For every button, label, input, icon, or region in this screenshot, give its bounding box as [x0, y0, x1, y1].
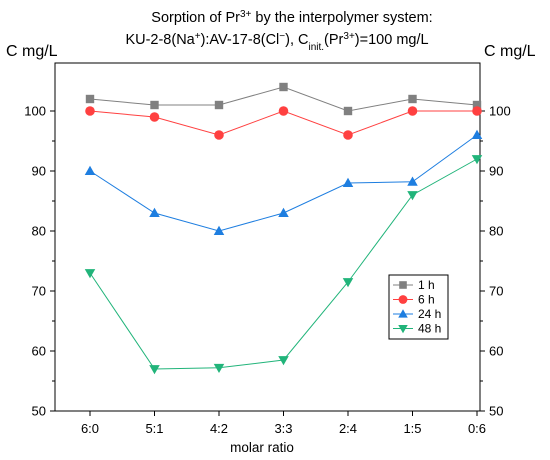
legend-marker — [399, 281, 407, 289]
series-3 — [84, 129, 483, 235]
data-point — [407, 191, 418, 201]
title-line-2-part: ), C — [285, 32, 308, 48]
series-1 — [85, 82, 482, 116]
legend-label: 24 h — [418, 307, 441, 321]
title-line-2-part: (Pr — [324, 32, 344, 48]
legend-label: 1 h — [418, 278, 435, 292]
y-axis-title-left: C mg/L — [6, 43, 58, 60]
legend-label: 48 h — [418, 322, 441, 336]
axes: 50 50 60 60 70 70 80 80 90 90 100 100 6:0 5:1 4:2 3:3 2:… — [24, 104, 510, 437]
plot-frame — [54, 62, 481, 412]
legend-marker — [398, 324, 408, 334]
data-point — [472, 106, 482, 116]
x-tick-label: 2:4 — [339, 421, 357, 436]
data-point — [213, 363, 225, 374]
title-line-2-part: init. — [308, 42, 324, 53]
x-tick-label: 3:3 — [274, 421, 292, 436]
chart-title-line-1: Sorption of Pr3+ by the interpolymer sys… — [151, 9, 432, 27]
legend-label: 6 h — [418, 293, 435, 307]
x-tick-label: 4:2 — [210, 421, 228, 436]
y-tick-label-right: 70 — [489, 284, 503, 299]
data-point — [342, 177, 354, 187]
data-point — [150, 100, 159, 110]
data-point — [408, 94, 417, 104]
x-tick-label: 1:5 — [403, 421, 421, 436]
y-tick-label-right: 60 — [489, 344, 503, 359]
title-line-1-part: by the interpolymer system: — [251, 10, 432, 26]
legend-item: 48 h — [393, 322, 441, 336]
legend-item: 1 h — [393, 278, 435, 292]
data-point — [278, 207, 289, 217]
series-4 — [84, 155, 483, 375]
series-layer — [84, 82, 483, 375]
data-point — [343, 106, 353, 116]
x-tick-label: 5:1 — [145, 421, 163, 436]
title-line-2-part: )=100 mg/L — [355, 32, 429, 48]
data-point — [84, 165, 96, 175]
legend-item: 6 h — [393, 293, 435, 307]
legend-item: 24 h — [393, 307, 441, 321]
title-line-2-part: − — [279, 31, 285, 42]
legend: 1 h6 h24 h48 h — [388, 274, 449, 340]
chart-title-line-2: KU-2-8(Na+):AV-17-8(Cl−), Cinit.(Pr3+)=1… — [125, 31, 428, 53]
data-point — [214, 130, 224, 140]
data-point — [85, 106, 95, 116]
data-point — [149, 112, 160, 122]
data-point — [278, 356, 289, 366]
y-tick-label-left: 90 — [32, 164, 46, 179]
y-tick-label-left: 80 — [32, 224, 46, 239]
title-line-1-part: 3+ — [240, 9, 252, 20]
y-tick-label-left: 100 — [24, 104, 46, 119]
y-tick-label-right: 50 — [489, 404, 503, 419]
data-point — [471, 155, 483, 165]
x-tick-label: 0:6 — [468, 421, 486, 436]
legend-marker — [398, 295, 408, 304]
data-point — [407, 176, 418, 186]
y-tick-label-right: 90 — [489, 164, 503, 179]
data-point — [84, 269, 96, 279]
data-point — [407, 106, 418, 116]
data-point — [278, 106, 289, 116]
x-tick-label: 6:0 — [81, 421, 99, 436]
y-tick-label-right: 100 — [489, 104, 511, 119]
data-point — [85, 94, 95, 104]
title-line-2-part: ):AV-17-8(Cl — [201, 32, 280, 48]
data-point — [472, 100, 482, 110]
y-tick-label-left: 50 — [32, 404, 46, 419]
legend-marker — [398, 309, 408, 318]
data-point — [471, 129, 483, 139]
data-point — [213, 225, 225, 235]
title-line-2-part: + — [195, 31, 201, 42]
y-axis-title-right: C mg/L — [484, 43, 536, 60]
x-axis-title: molar ratio — [230, 440, 294, 455]
title-line-2-part: 3+ — [343, 31, 355, 42]
series-2 — [85, 106, 482, 140]
title-line-1-part: Sorption of Pr — [151, 10, 240, 26]
y-tick-label-left: 70 — [32, 284, 46, 299]
data-point — [343, 130, 353, 140]
data-point — [279, 82, 288, 92]
data-point — [149, 365, 160, 375]
title-line-2-part: KU-2-8(Na — [125, 32, 195, 48]
data-point — [342, 278, 354, 288]
y-tick-label-right: 80 — [489, 224, 503, 239]
y-tick-label-left: 60 — [32, 344, 46, 359]
data-point — [214, 100, 224, 110]
data-point — [149, 207, 160, 217]
